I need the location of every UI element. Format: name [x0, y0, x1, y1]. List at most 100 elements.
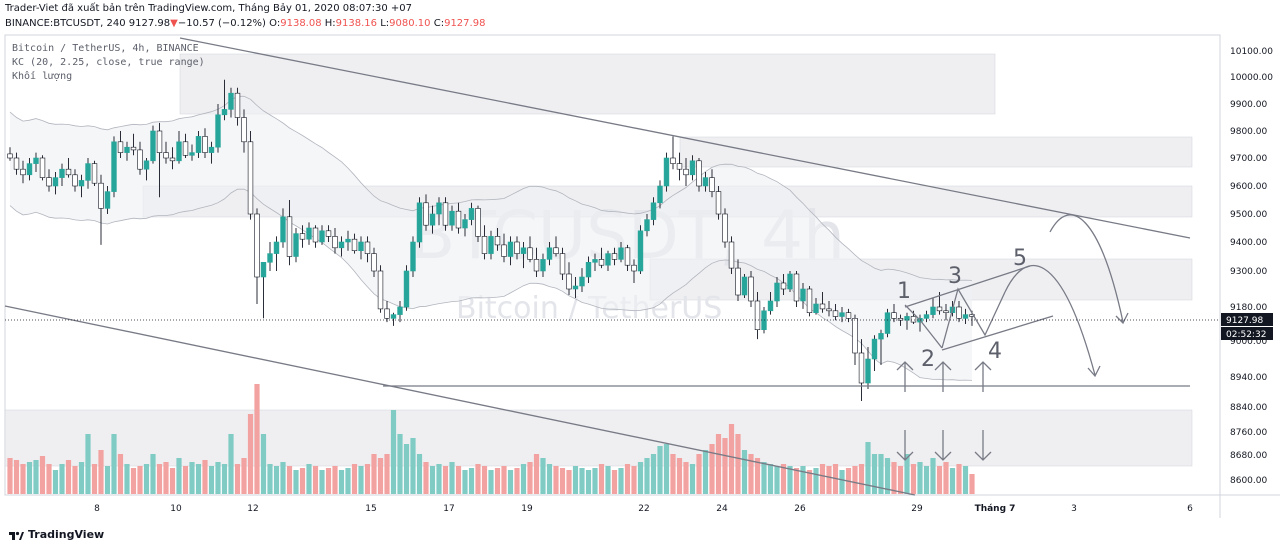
volume-bar [579, 468, 585, 494]
volume-bar [332, 466, 338, 494]
candle-body [462, 219, 468, 229]
candle-body [468, 208, 475, 220]
candle-body [566, 273, 572, 290]
price-tick-label: 8600.00 [1230, 476, 1267, 486]
volume-bar [676, 458, 683, 494]
volume-bar [371, 454, 377, 494]
volume-bar [540, 458, 546, 494]
up-arrow-icon [896, 361, 914, 392]
volume-bar [280, 462, 286, 494]
price-tick-label: 9600.00 [1230, 182, 1267, 192]
legend-symbol: Bitcoin / TetherUS, 4h, BINANCE [12, 43, 199, 54]
price-tick-label: 8760.00 [1230, 428, 1267, 438]
volume-bar [650, 454, 657, 494]
volume-bar [312, 466, 319, 494]
close-value: 9127.98 [444, 18, 486, 29]
price-tick-label: 8940.00 [1230, 373, 1267, 383]
volume-bar [403, 444, 410, 494]
volume-bar [195, 464, 202, 494]
volume-bar [774, 466, 780, 494]
volume-bar [7, 458, 13, 494]
candle-body [65, 168, 72, 176]
tradingview-logo-icon [9, 531, 24, 540]
volume-bar [130, 468, 137, 494]
time-axis[interactable]: 8 10 12 15 17 19 22 24 26 29 Tháng 7 3 6 [94, 504, 1193, 514]
candles [7, 79, 975, 401]
candle-body [501, 244, 507, 257]
time-tick-label: 6 [1187, 504, 1193, 514]
volume-bar [397, 434, 403, 494]
candle-body [891, 312, 897, 319]
candle-body [410, 241, 416, 272]
time-tick-label: 12 [247, 504, 258, 514]
candle-body [416, 202, 423, 243]
volume-bar [436, 464, 442, 494]
candle-body [631, 264, 637, 272]
candle-body [221, 109, 228, 116]
volume-bar [657, 446, 663, 494]
candle-body [553, 247, 559, 254]
candle-body [260, 261, 267, 278]
candle-body [839, 312, 845, 317]
wave-label-4: 4 [988, 339, 1002, 364]
candle-body [163, 152, 169, 159]
candle-body [455, 210, 462, 229]
candle-body [943, 310, 949, 313]
candle-body [806, 288, 813, 314]
candle-body [644, 219, 650, 232]
candle-body [247, 141, 254, 215]
volume-bar [969, 474, 975, 494]
candle-body [377, 270, 384, 310]
price-tick-label: 9800.00 [1230, 127, 1267, 137]
volume-bar [39, 456, 46, 494]
volume-bar [247, 414, 254, 494]
candle-body [845, 312, 852, 319]
candle-body [527, 247, 533, 260]
candle-body [774, 282, 780, 302]
zone-volume [4, 409, 1193, 467]
tradingview-footer[interactable]: TradingView [8, 528, 104, 541]
candle-body [936, 306, 943, 312]
price-axis[interactable]: 10100.00 10000.00 9900.00 9800.00 9700.00 960… [1230, 47, 1273, 486]
candle-body [969, 314, 975, 317]
candle-body [657, 185, 663, 204]
candle-body [956, 306, 962, 319]
candle-body [910, 316, 917, 323]
volume-bar [182, 466, 189, 494]
price-tick-label: 9900.00 [1230, 100, 1267, 110]
symbol[interactable]: BINANCE:BTCUSDT, 240 [5, 18, 126, 29]
volume-bar [59, 464, 65, 494]
volume-bar [631, 466, 637, 494]
last-price-tag-text: 9127.98 [1226, 316, 1263, 326]
volume-bar [598, 464, 605, 494]
volume-bar [293, 470, 299, 494]
volume-bar [377, 458, 384, 494]
volume-bar [618, 468, 624, 494]
countdown-tag-text: 02:52:32 [1226, 330, 1266, 340]
candle-body [572, 285, 579, 290]
candle-body [442, 202, 449, 226]
legend-volume: Khối lượng [12, 71, 73, 82]
volume-bar [78, 462, 85, 494]
candle-body [670, 157, 676, 164]
down-arrow-icon [934, 430, 952, 461]
candle-body [46, 177, 52, 187]
volume-bar [442, 466, 449, 494]
candle-body [858, 352, 865, 384]
volume-bar [858, 464, 865, 494]
candle-body [696, 160, 702, 187]
candle-body [787, 273, 793, 290]
volume-bar [150, 454, 156, 494]
candle-body [202, 136, 208, 153]
volume-bar [338, 470, 345, 494]
candle-body [923, 314, 930, 319]
candle-body [39, 157, 46, 178]
candle-body [767, 300, 774, 312]
kc-upper-line [9, 95, 973, 281]
candle-body [59, 168, 65, 178]
candle-body [735, 267, 741, 296]
volume-bar [228, 434, 234, 494]
legend-indicator: KC (20, 2.25, close, true range) [12, 57, 205, 68]
volume-bar [124, 464, 130, 494]
